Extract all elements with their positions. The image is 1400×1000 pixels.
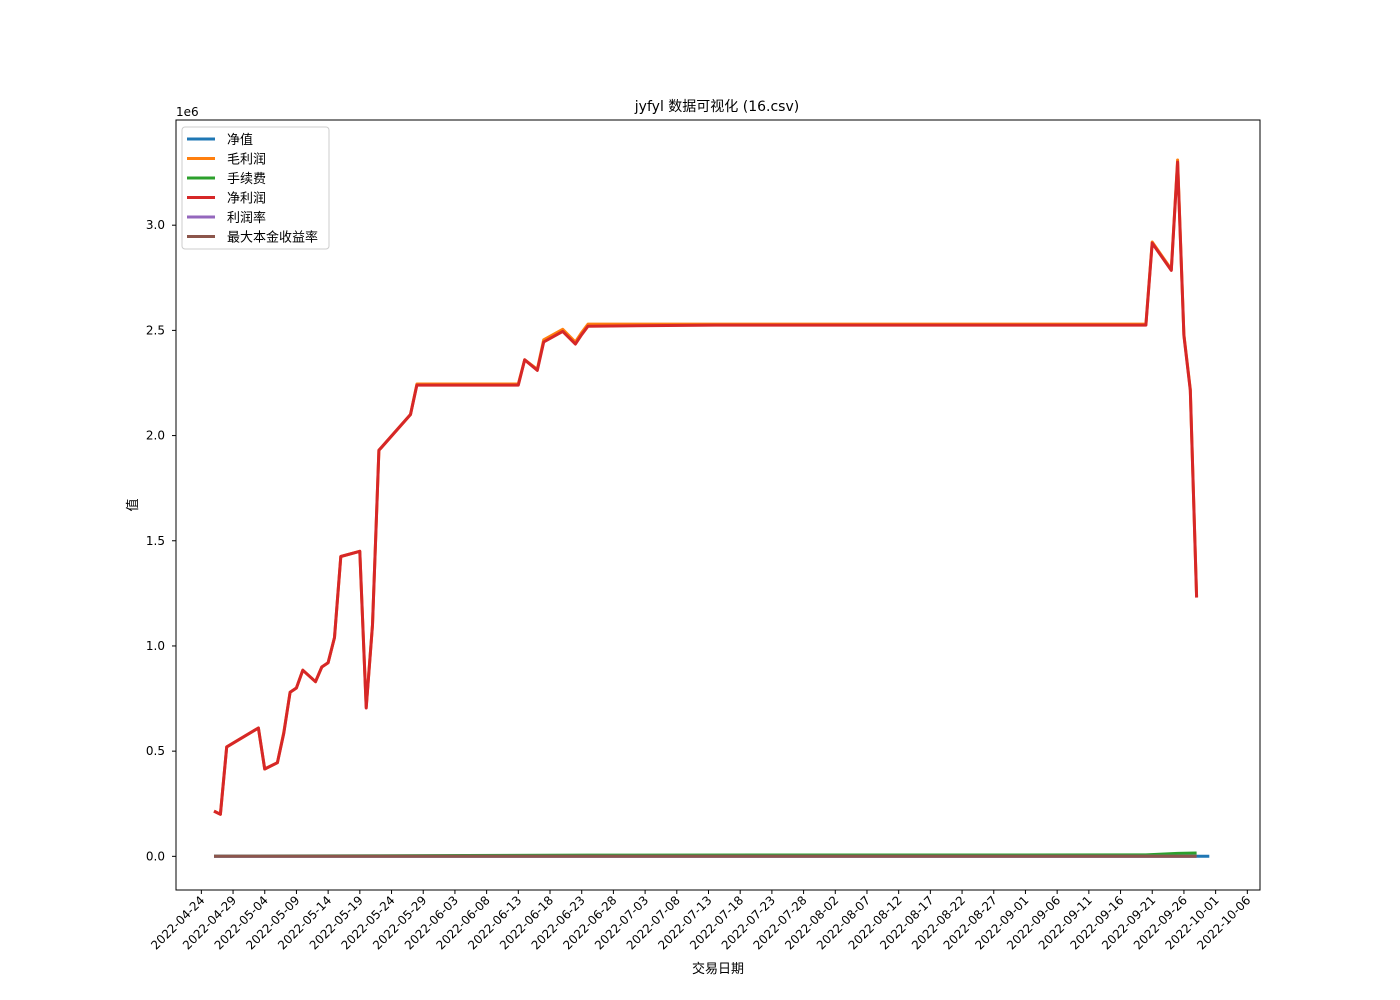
chart-title: jyfyl 数据可视化 (16.csv): [634, 99, 799, 115]
legend-label: 净利润: [227, 192, 266, 207]
y-tick-label: 3.0: [146, 218, 165, 232]
y-tick-label: 1.0: [146, 639, 165, 653]
y-tick-label: 1.5: [146, 534, 165, 548]
x-axis: 2022-04-242022-04-292022-05-042022-05-09…: [148, 890, 1253, 952]
legend-box: [181, 126, 330, 250]
legend-label: 利润率: [227, 210, 266, 226]
y-axis: 0.0 0.5 1.0 1.5 2.0 2.5 3.0: [146, 218, 176, 863]
y-tick-label: 0.0: [146, 849, 165, 863]
y-axis-title: 值: [125, 498, 141, 511]
y-tick-label: 0.5: [146, 744, 165, 758]
legend-label: 净值: [227, 132, 253, 148]
y-tick-label: 2.5: [146, 323, 165, 337]
legend-label: 毛利润: [227, 153, 266, 168]
series-line: [213, 158, 1199, 816]
series-line: [213, 160, 1199, 816]
legend-label: 手续费: [227, 172, 266, 187]
plot-area: [213, 158, 1210, 858]
legend-label: 最大本金收益率: [227, 230, 318, 246]
plot-frame: [175, 119, 1261, 891]
y-tick-label: 2.0: [146, 429, 165, 443]
x-axis-title: 交易日期: [692, 961, 744, 977]
y-offset-label: 1e6: [176, 105, 199, 119]
